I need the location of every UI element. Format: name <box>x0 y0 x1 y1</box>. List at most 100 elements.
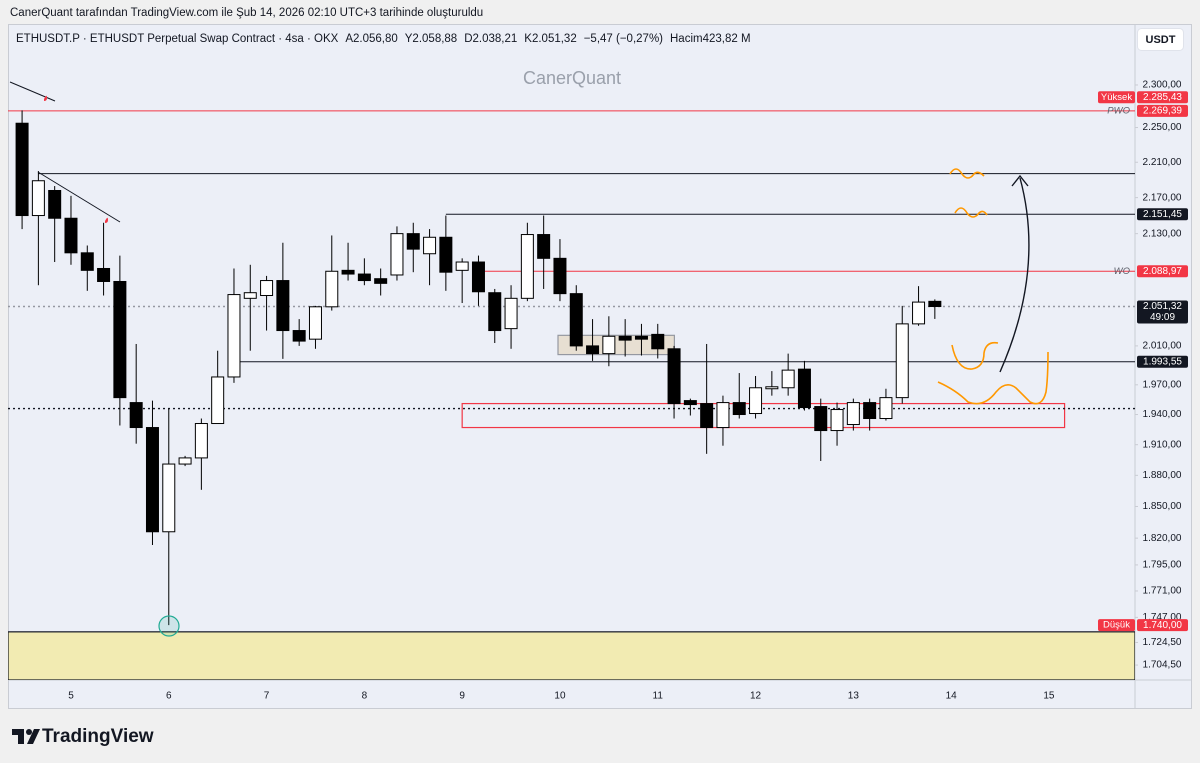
candle-body <box>243 292 257 299</box>
price-label-box <box>1137 619 1188 632</box>
candle-body <box>31 180 45 217</box>
price-label-box <box>1137 355 1188 368</box>
price-label-name-box <box>1098 619 1135 632</box>
candle-body <box>830 409 844 432</box>
candle-body <box>97 267 111 282</box>
y-tick-label: 1.880,00 <box>1143 470 1182 481</box>
y-tick-label: 1.820,00 <box>1143 533 1182 544</box>
candles <box>15 110 942 626</box>
candle-body <box>895 323 909 399</box>
candle-body <box>260 280 274 297</box>
price-label: 2.051,32 <box>1143 301 1182 312</box>
candle-body <box>765 386 779 390</box>
candle-body <box>292 330 306 342</box>
y-tick-label: 1.850,00 <box>1143 501 1182 512</box>
x-tick-label: 14 <box>946 691 958 702</box>
candle-body <box>488 292 502 332</box>
caption: CanerQuant tarafından TradingView.com il… <box>10 7 483 19</box>
candle-body <box>80 252 94 271</box>
legend-value: Hacim423,82 M <box>670 33 751 45</box>
price-label-name: Düşük <box>1103 620 1130 631</box>
candle-body <box>683 400 697 406</box>
candle-body <box>357 273 371 282</box>
low-marker <box>158 615 180 637</box>
y-tick-label: 2.210,00 <box>1143 157 1182 168</box>
zone <box>461 402 1066 429</box>
price-label-box <box>1137 208 1188 221</box>
candle-body <box>732 402 746 416</box>
zone <box>8 631 1135 680</box>
price-label-box <box>1137 91 1188 104</box>
price-label: 2.269,39 <box>1143 106 1182 117</box>
candle-body <box>113 280 127 399</box>
candle-body <box>814 406 828 432</box>
candle-body <box>276 280 290 332</box>
y-tick-label: 1.940,00 <box>1143 409 1182 420</box>
candle-body <box>586 345 600 355</box>
y-tick-label: 1.771,00 <box>1143 586 1182 597</box>
candle-body <box>537 234 551 259</box>
annotation-scribble <box>954 207 988 218</box>
price-label-name-box <box>1098 91 1135 104</box>
candle-body <box>797 368 811 409</box>
candle-body <box>145 427 159 533</box>
candle-body <box>863 402 877 420</box>
y-tick-label: 2.010,00 <box>1143 341 1182 352</box>
x-tick-label: 15 <box>1043 691 1055 702</box>
candle-body <box>374 278 388 284</box>
legend-value: D2.038,21 <box>464 33 517 45</box>
candle-body <box>667 348 681 405</box>
forecast-arrow <box>999 177 1030 373</box>
candle-body <box>651 333 665 350</box>
symbol-title: ETHUSDT.P · ETHUSDT Perpetual Swap Contr… <box>16 33 339 45</box>
price-label-name: PWO <box>1107 105 1130 116</box>
candle-body <box>569 293 583 347</box>
x-tick-label: 5 <box>68 691 74 702</box>
candle-body <box>716 402 730 429</box>
zones <box>8 334 1135 680</box>
candle-body <box>162 463 176 533</box>
annotation-scribble <box>951 341 999 370</box>
price-label: 1.993,55 <box>1143 356 1182 367</box>
brand-icon <box>12 729 40 744</box>
y-tick-label: 1.970,00 <box>1143 379 1182 390</box>
candle-body <box>781 369 795 389</box>
currency-button-label[interactable]: USDT <box>1146 34 1176 46</box>
candle-body <box>211 376 225 425</box>
candle-body <box>618 335 632 341</box>
levels <box>8 110 1135 410</box>
candle-body <box>553 257 567 295</box>
price-label-box <box>1137 300 1188 324</box>
y-tick-label: 1.704,50 <box>1143 660 1182 671</box>
symbol-legend: ETHUSDT.P · ETHUSDT Perpetual Swap Contr… <box>16 33 751 45</box>
y-tick-label: 1.724,50 <box>1143 637 1182 648</box>
candle-body <box>308 306 322 340</box>
drawings <box>9 81 1049 637</box>
y-tick-label: 2.300,00 <box>1143 80 1182 91</box>
y-tick-label: 1.747,00 <box>1143 612 1182 623</box>
annotation-scribble <box>937 351 1049 405</box>
candle-body <box>700 403 714 429</box>
candle-body <box>194 423 208 459</box>
candle-body <box>15 122 29 217</box>
brand-name: TradingView <box>42 726 154 747</box>
candle-body <box>129 402 143 429</box>
watermark: CanerQuant <box>523 68 621 88</box>
y-tick-label: 2.170,00 <box>1143 192 1182 203</box>
annotation-scribble <box>949 168 985 179</box>
currency-button[interactable] <box>1137 28 1184 51</box>
candle-body <box>634 335 648 340</box>
candle-body <box>912 301 926 325</box>
x-tick-label: 7 <box>264 691 270 702</box>
candle-body <box>64 217 78 254</box>
y-tick-label: 1.795,00 <box>1143 560 1182 571</box>
trend-line <box>9 81 56 102</box>
candle-body <box>928 300 942 308</box>
price-label: 1.740,00 <box>1143 620 1182 631</box>
candle-body <box>325 270 339 308</box>
x-tick-label: 12 <box>750 691 762 702</box>
alert-icon <box>105 217 108 223</box>
candle-body <box>520 234 534 299</box>
brand-logo: TradingView <box>12 726 154 747</box>
